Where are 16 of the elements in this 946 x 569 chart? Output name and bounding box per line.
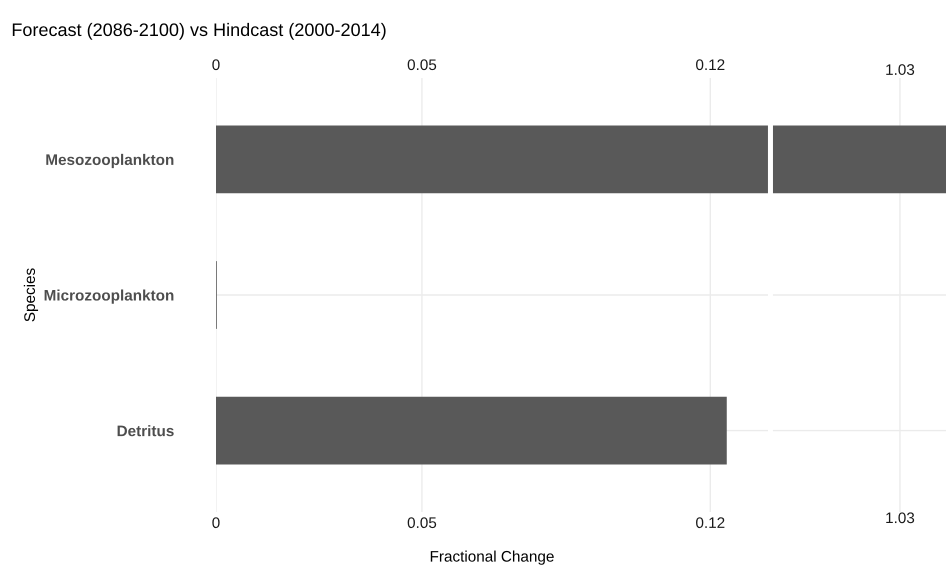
x2-tick-label: 0.12 bbox=[696, 59, 724, 70]
chart-title: Forecast (2086-2100) vs Hindcast (2000-2014) bbox=[12, 22, 386, 40]
x2-tick-label: 0.05 bbox=[408, 59, 436, 70]
x-tick-label: 0 bbox=[212, 517, 220, 528]
bar bbox=[216, 125, 768, 194]
y-tick-label: Detritus bbox=[118, 425, 174, 436]
text: 1.03 bbox=[886, 512, 914, 524]
x2-tick-label: 0 bbox=[212, 59, 220, 70]
bar bbox=[216, 396, 727, 465]
y-tick-label: Mesozooplankton bbox=[46, 154, 174, 168]
x-tick-label: 0.05 bbox=[408, 517, 436, 528]
text: 1.03 bbox=[886, 64, 914, 75]
x-tick-label: 0.12 bbox=[696, 517, 724, 528]
y-axis-title: Species bbox=[24, 268, 38, 322]
y-tick-label: Microzooplankton bbox=[44, 289, 174, 304]
x-axis-title: Fractional Change bbox=[430, 550, 554, 565]
